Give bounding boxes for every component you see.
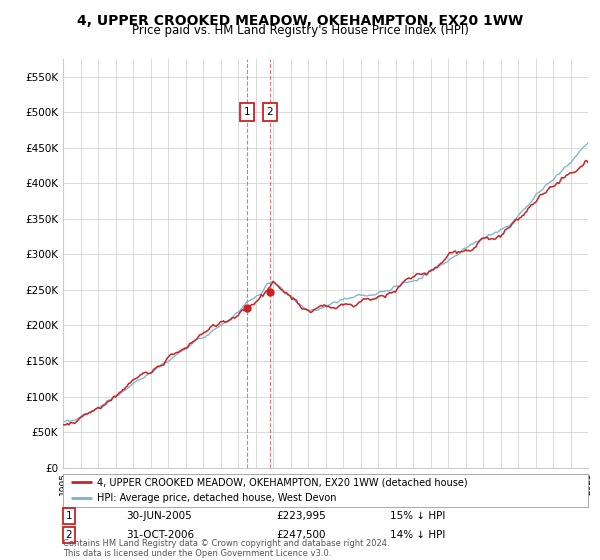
Text: 1: 1	[65, 511, 73, 521]
Text: 15% ↓ HPI: 15% ↓ HPI	[390, 511, 445, 521]
Text: Price paid vs. HM Land Registry's House Price Index (HPI): Price paid vs. HM Land Registry's House …	[131, 24, 469, 37]
Text: Contains HM Land Registry data © Crown copyright and database right 2024.
This d: Contains HM Land Registry data © Crown c…	[63, 539, 389, 558]
Text: 2: 2	[267, 107, 274, 117]
Text: 1: 1	[244, 107, 250, 117]
Text: 30-JUN-2005: 30-JUN-2005	[126, 511, 192, 521]
Text: 4, UPPER CROOKED MEADOW, OKEHAMPTON, EX20 1WW: 4, UPPER CROOKED MEADOW, OKEHAMPTON, EX2…	[77, 14, 523, 28]
Text: £247,500: £247,500	[276, 530, 325, 540]
Text: 31-OCT-2006: 31-OCT-2006	[126, 530, 194, 540]
Text: 4, UPPER CROOKED MEADOW, OKEHAMPTON, EX20 1WW (detached house): 4, UPPER CROOKED MEADOW, OKEHAMPTON, EX2…	[97, 478, 468, 487]
Text: HPI: Average price, detached house, West Devon: HPI: Average price, detached house, West…	[97, 493, 337, 503]
Text: 2: 2	[65, 530, 73, 540]
Text: 14% ↓ HPI: 14% ↓ HPI	[390, 530, 445, 540]
Text: £223,995: £223,995	[276, 511, 326, 521]
